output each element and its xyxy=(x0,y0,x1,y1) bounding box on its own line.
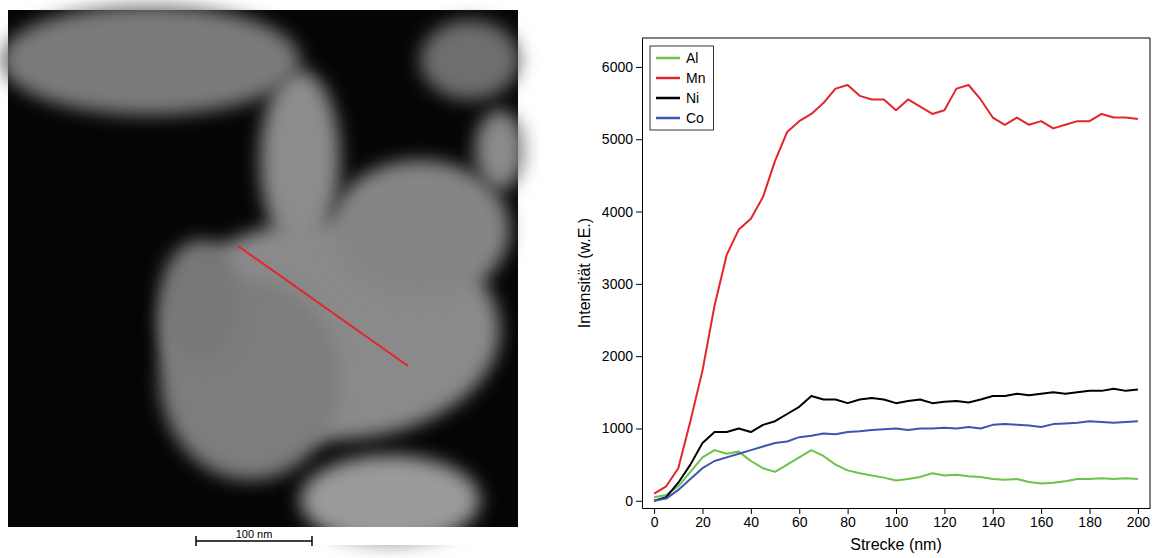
scale-bar xyxy=(196,540,312,542)
x-tick: 180 xyxy=(1078,508,1102,530)
y-axis: 0 1000 2000 3000 4000 5000 6000 xyxy=(602,39,643,509)
x-tick: 0 xyxy=(651,508,659,530)
y-tick: 5000 xyxy=(602,131,642,147)
legend-box xyxy=(650,46,713,130)
x-tick-label: 200 xyxy=(1127,514,1151,530)
x-tick-label: 100 xyxy=(885,514,909,530)
frame-top xyxy=(642,38,1150,39)
y-tick-label: 2000 xyxy=(602,348,633,364)
y-tick-label: 6000 xyxy=(602,59,633,75)
y-axis-line xyxy=(642,39,643,509)
x-tick-label: 60 xyxy=(792,514,808,530)
x-tick-label: 40 xyxy=(744,514,760,530)
y-tick-label: 4000 xyxy=(602,204,633,220)
x-axis-title: Strecke (nm) xyxy=(850,536,942,553)
y-tick-mark xyxy=(636,284,642,285)
line-series xyxy=(654,421,1138,501)
x-tick-label: 20 xyxy=(695,514,711,530)
y-tick: 6000 xyxy=(602,59,642,75)
x-tick: 60 xyxy=(792,508,808,530)
micrograph: 100 nm xyxy=(0,5,525,546)
line-series xyxy=(654,389,1138,501)
y-tick: 2000 xyxy=(602,348,642,364)
legend-label: Al xyxy=(686,50,698,66)
x-tick-label: 140 xyxy=(982,514,1006,530)
scale-bar-end xyxy=(311,536,313,546)
x-tick-label: 120 xyxy=(933,514,957,530)
legend-swatch xyxy=(656,57,680,60)
particle xyxy=(420,20,520,100)
x-tick: 100 xyxy=(885,508,909,530)
legend-label: Mn xyxy=(686,70,705,86)
y-tick-mark xyxy=(636,139,642,140)
y-axis-title: Intensität (w.E.) xyxy=(576,218,593,328)
legend-swatch xyxy=(656,117,680,120)
scale-bar-end xyxy=(195,536,197,546)
particle xyxy=(160,240,240,360)
x-tick-label: 160 xyxy=(1030,514,1054,530)
legend-label: Ni xyxy=(686,90,699,106)
legend-label: Co xyxy=(686,110,704,126)
particle xyxy=(0,5,300,115)
frame-right xyxy=(1150,38,1151,508)
profile-line xyxy=(238,246,408,366)
y-tick-label: 1000 xyxy=(602,420,633,436)
particle xyxy=(330,160,510,300)
legend: Al Mn Ni Co xyxy=(650,46,713,130)
y-tick-label: 5000 xyxy=(602,131,633,147)
y-tick: 3000 xyxy=(602,276,642,292)
x-tick-label: 0 xyxy=(651,514,659,530)
x-tick-label: 80 xyxy=(840,514,856,530)
y-tick-label: 0 xyxy=(625,493,633,509)
y-tick: 4000 xyxy=(602,204,642,220)
y-tick-label: 3000 xyxy=(602,276,633,292)
y-tick-mark xyxy=(636,501,642,502)
y-tick-mark xyxy=(636,428,642,429)
y-tick: 1000 xyxy=(602,420,642,436)
x-tick-label: 180 xyxy=(1078,514,1102,530)
x-tick: 20 xyxy=(695,508,711,530)
y-tick-mark xyxy=(636,67,642,68)
y-tick-mark xyxy=(636,356,642,357)
plot-area xyxy=(654,85,1138,501)
x-axis: 0 20 40 60 80 100 120 140 160 180 200 xyxy=(643,508,1151,530)
legend-swatch xyxy=(656,97,680,100)
x-tick: 120 xyxy=(933,508,957,530)
canvas: 100 nm0204060801001201401601802000100020… xyxy=(0,0,1167,558)
y-tick-mark xyxy=(636,212,642,213)
particle xyxy=(475,110,525,190)
scale-bar-label: 100 nm xyxy=(236,528,273,540)
x-tick: 160 xyxy=(1030,508,1054,530)
y-tick: 0 xyxy=(625,493,642,509)
x-tick: 40 xyxy=(744,508,760,530)
x-tick: 200 xyxy=(1127,508,1151,530)
legend-swatch xyxy=(656,77,680,80)
x-tick: 140 xyxy=(982,508,1006,530)
x-tick: 80 xyxy=(840,508,856,530)
scale-bar-background xyxy=(8,527,518,545)
